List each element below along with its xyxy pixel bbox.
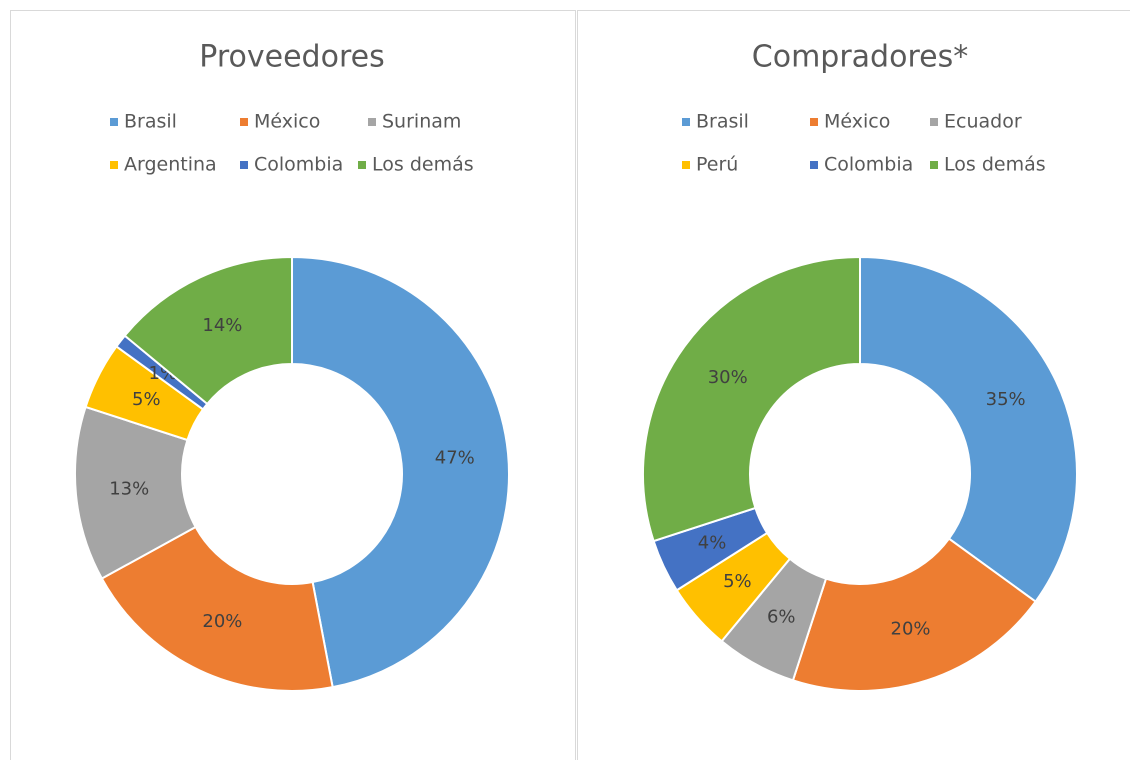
- legend-swatch: [930, 161, 938, 169]
- legend-swatch: [240, 161, 248, 169]
- legend-swatch: [682, 118, 690, 126]
- donut-segment: [791, 537, 1037, 692]
- chart-title: Proveedores: [199, 40, 384, 75]
- legend-label: México: [824, 111, 890, 133]
- data-label: 4%: [698, 533, 727, 554]
- legend-label: Los demás: [372, 154, 474, 176]
- donut-segment: [100, 525, 334, 692]
- donut-segment: [859, 255, 1078, 603]
- legend-swatch: [358, 161, 366, 169]
- legend-label: Perú: [696, 154, 738, 176]
- data-label: 5%: [132, 389, 161, 410]
- legend-swatch: [682, 161, 690, 169]
- legend-label: Ecuador: [944, 111, 1022, 133]
- data-label: 20%: [891, 618, 931, 639]
- data-label: 13%: [109, 478, 149, 499]
- legend-label: México: [254, 111, 320, 133]
- legend-swatch: [368, 118, 376, 126]
- data-label: 5%: [723, 571, 752, 592]
- legend-label: Brasil: [124, 111, 177, 133]
- legend-swatch: [930, 118, 938, 126]
- legend-label: Brasil: [696, 111, 749, 133]
- donut-segment: [642, 255, 861, 543]
- legend-swatch: [110, 161, 118, 169]
- data-label: 35%: [986, 389, 1026, 410]
- legend-label: Los demás: [944, 154, 1046, 176]
- chart-title: Compradores*: [752, 40, 968, 75]
- legend-label: Surinam: [382, 111, 461, 133]
- donut-segment: [291, 255, 510, 689]
- legend-swatch: [810, 161, 818, 169]
- donut-segment: [123, 255, 293, 406]
- legend-swatch: [110, 118, 118, 126]
- data-label: 47%: [435, 448, 475, 469]
- data-label: 30%: [708, 367, 748, 388]
- legend-label: Argentina: [124, 154, 217, 176]
- data-label: 6%: [767, 606, 796, 627]
- legend-swatch: [240, 118, 248, 126]
- legend-swatch: [810, 118, 818, 126]
- legend-label: Colombia: [824, 154, 913, 176]
- data-label: 14%: [202, 315, 242, 336]
- data-label: 20%: [202, 611, 242, 632]
- legend-label: Colombia: [254, 154, 343, 176]
